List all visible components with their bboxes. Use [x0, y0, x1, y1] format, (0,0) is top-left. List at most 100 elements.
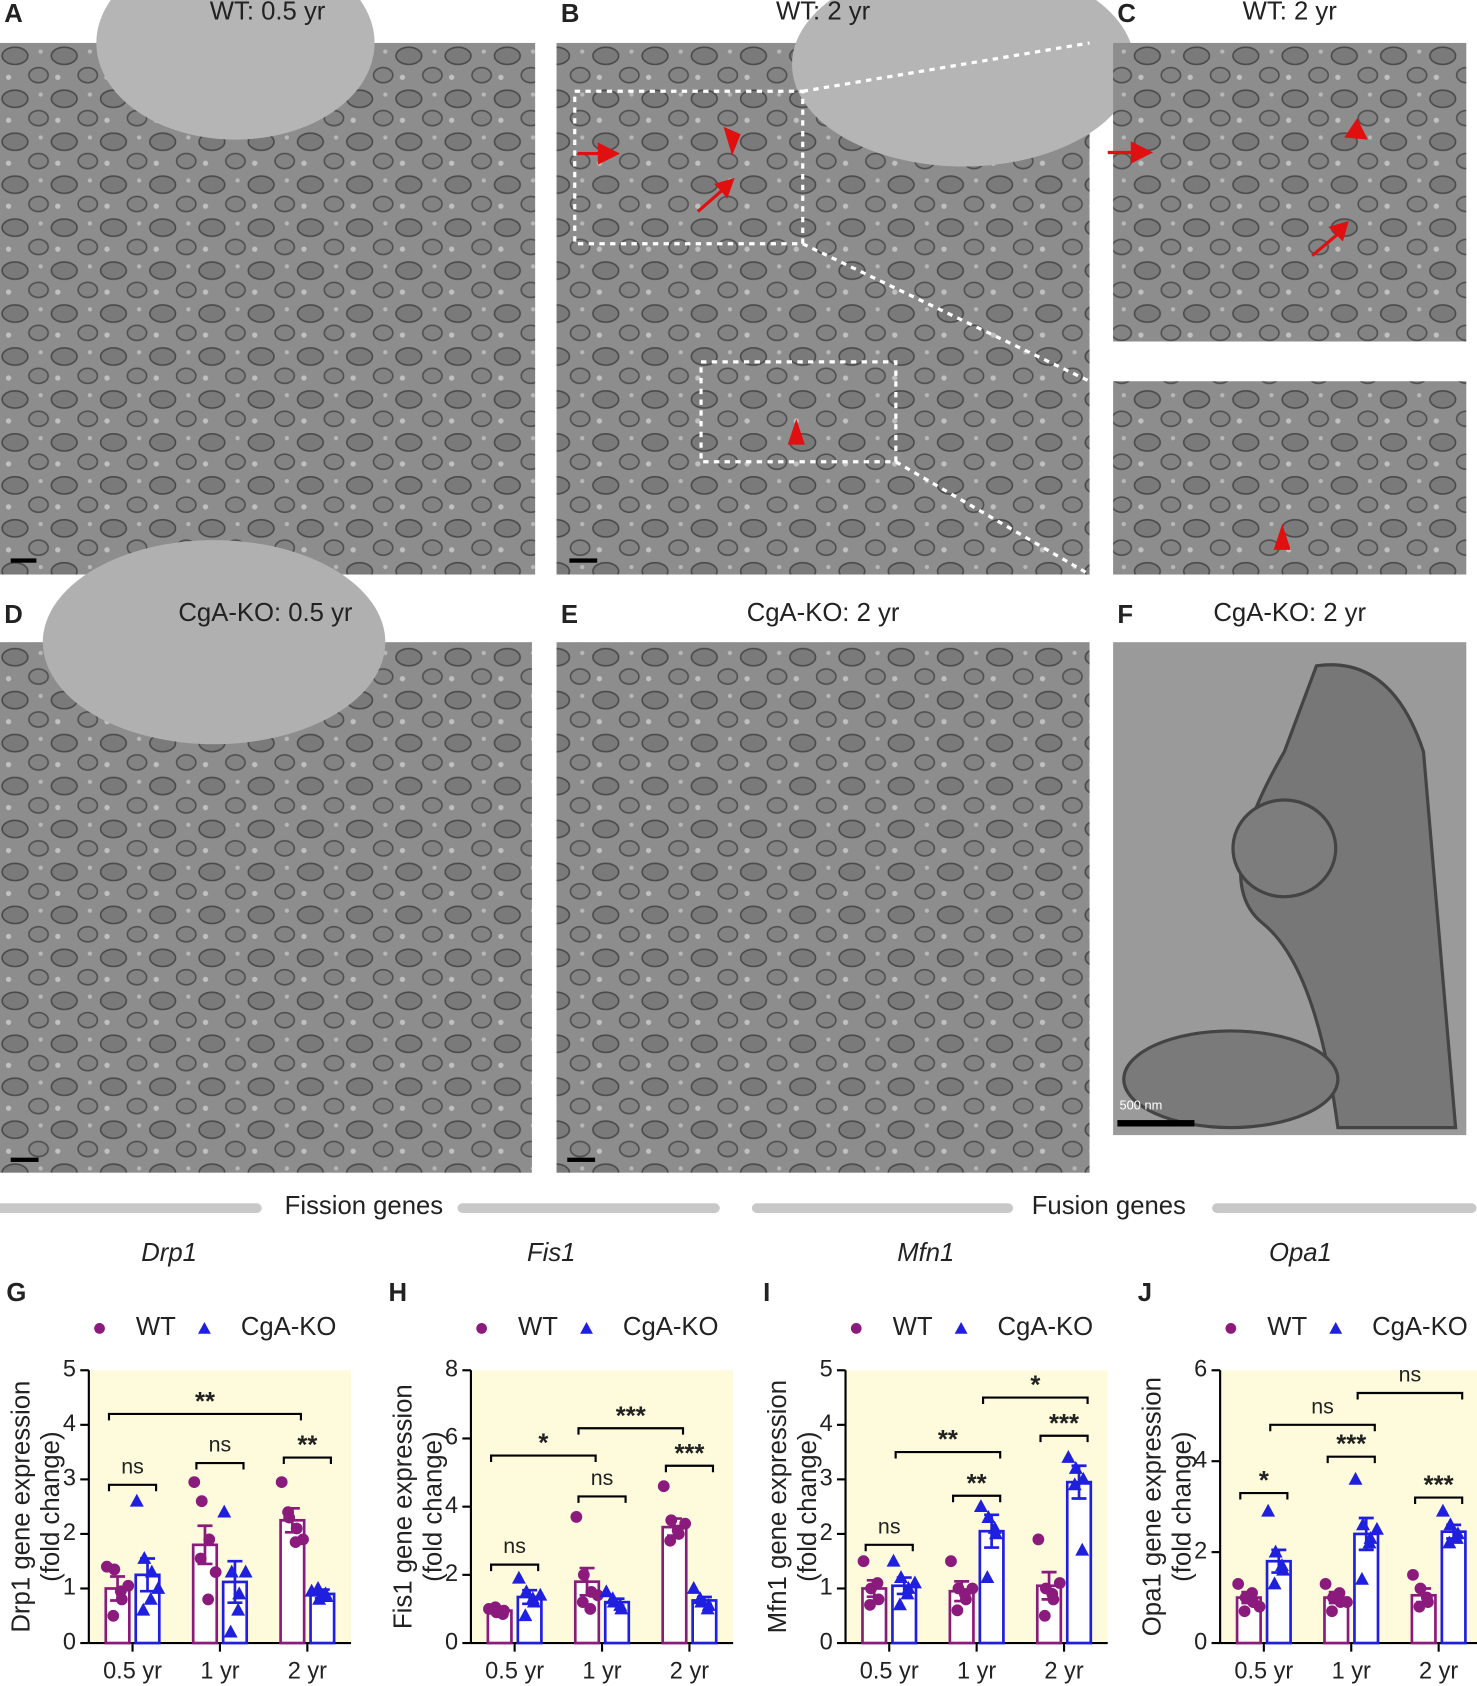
- data-point: [496, 1608, 509, 1620]
- data-point: [1449, 1530, 1464, 1544]
- data-point: [108, 1563, 121, 1576]
- data-point: [864, 1598, 876, 1611]
- data-point: [1038, 1609, 1051, 1622]
- panel-title: CgA-KO: 0.5 yr: [178, 599, 353, 627]
- significance-label: ns: [591, 1466, 614, 1490]
- data-point: [107, 1609, 120, 1622]
- legend-label: CgA-KO: [1372, 1313, 1468, 1341]
- data-point: [1076, 1471, 1091, 1485]
- y-tick-label: 2: [63, 1519, 76, 1545]
- data-point: [275, 1476, 288, 1489]
- data-point: [1333, 1587, 1346, 1599]
- panel-letter: J: [1138, 1279, 1152, 1307]
- data-point: [129, 1493, 144, 1507]
- data-point: [232, 1586, 247, 1600]
- y-tick-label: 5: [820, 1355, 833, 1381]
- arrowhead: [787, 418, 805, 445]
- significance-bracket: [1039, 1434, 1089, 1443]
- significance-bracket: [664, 1464, 715, 1473]
- data-point: [238, 1564, 253, 1578]
- data-point: [693, 1591, 708, 1605]
- y-axis-label: (fold change): [1169, 1431, 1197, 1581]
- data-point: [857, 1555, 870, 1568]
- scale-bar: [1117, 1120, 1195, 1127]
- panel-letter: F: [1117, 601, 1133, 629]
- legend-label: CgA-KO: [241, 1313, 337, 1341]
- data-point: [1319, 1578, 1332, 1590]
- chart-title: Opa1: [1269, 1239, 1332, 1267]
- significance-label: ns: [503, 1534, 526, 1558]
- significance-label: **: [297, 1432, 317, 1460]
- scale-bars: [10, 558, 1195, 1162]
- data-point: [1267, 1576, 1282, 1590]
- data-point: [700, 1601, 715, 1615]
- y-tick-label: 1: [820, 1574, 833, 1600]
- y-tick-label: 2: [1194, 1537, 1207, 1563]
- data-point: [1032, 1533, 1045, 1546]
- significance-bracket: [577, 1427, 685, 1435]
- arrowhead: [723, 126, 741, 156]
- y-tick-label: 4: [1194, 1446, 1207, 1472]
- data-point: [1232, 1578, 1245, 1590]
- micrograph: [1113, 42, 1467, 342]
- data-point: [894, 1570, 908, 1583]
- y-tick-label: 0: [820, 1628, 833, 1654]
- significance-label: ***: [1049, 1410, 1079, 1438]
- arrow: [1107, 141, 1154, 164]
- data-point: [203, 1533, 216, 1546]
- data-point: [576, 1596, 589, 1609]
- y-tick-label: 2: [445, 1560, 458, 1586]
- significance-label: **: [938, 1426, 958, 1454]
- panel-letter: B: [561, 0, 580, 28]
- data-point: [872, 1593, 885, 1606]
- y-tick-label: 4: [63, 1410, 76, 1436]
- nucleus: [42, 540, 386, 745]
- legend-label: WT: [1267, 1313, 1307, 1341]
- arrow: [696, 178, 735, 213]
- panel-letter: E: [561, 601, 578, 629]
- micrograph: [1113, 381, 1467, 575]
- y-tick-label: 2: [820, 1519, 833, 1545]
- data-point: [679, 1517, 692, 1530]
- significance-label: ns: [1311, 1394, 1334, 1418]
- x-tick-label: 2 yr: [288, 1657, 327, 1683]
- data-point: [664, 1534, 677, 1547]
- data-point: [1356, 1517, 1370, 1531]
- significance-label: ***: [1424, 1472, 1454, 1500]
- data-point: [1435, 1503, 1450, 1517]
- data-point: [966, 1582, 979, 1595]
- data-point: [577, 1568, 590, 1581]
- significance-bracket: [981, 1396, 1089, 1404]
- legend-marker: [1329, 1321, 1343, 1334]
- data-point: [981, 1510, 996, 1523]
- significance-label: ***: [1336, 1431, 1366, 1459]
- data-point: [1414, 1582, 1427, 1595]
- y-axis-label: Mfn1 gene expression: [764, 1380, 792, 1633]
- scale-bar: [567, 1157, 596, 1162]
- data-point: [892, 1597, 907, 1611]
- nucleus: [96, 0, 375, 140]
- data-point: [1420, 1591, 1433, 1604]
- data-point: [122, 1579, 135, 1592]
- nucleus: [792, 0, 1135, 167]
- chart-title: Fis1: [527, 1239, 576, 1267]
- scale-bar: [10, 1157, 39, 1162]
- significance-bracket: [1239, 1491, 1289, 1500]
- y-tick-label: 0: [63, 1628, 76, 1654]
- significance-bracket: [1269, 1423, 1376, 1432]
- data-point: [871, 1577, 884, 1589]
- x-tick-label: 0.5 yr: [1234, 1657, 1293, 1683]
- data-point: [217, 1504, 232, 1518]
- panel-letter: A: [4, 0, 23, 28]
- data-point: [605, 1591, 620, 1605]
- legend-label: WT: [893, 1313, 933, 1341]
- x-tick-label: 0.5 yr: [103, 1657, 162, 1683]
- data-point: [290, 1522, 303, 1535]
- data-point: [1369, 1521, 1384, 1535]
- legend-marker: [954, 1321, 968, 1334]
- data-point: [511, 1570, 526, 1584]
- legend-label: WT: [136, 1313, 176, 1341]
- data-point: [137, 1550, 152, 1564]
- x-tick-label: 2 yr: [1419, 1657, 1458, 1683]
